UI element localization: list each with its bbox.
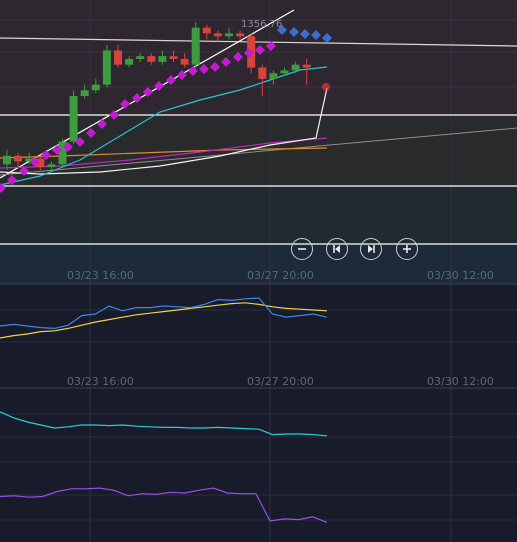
psar-dot-up xyxy=(109,110,119,120)
psar-dot-up xyxy=(188,66,198,76)
candle-body xyxy=(269,73,278,79)
time-axis-label: 03/23 16:00 xyxy=(67,375,134,388)
candle-body xyxy=(102,50,111,85)
channel-lines xyxy=(0,9,517,245)
oscillator-blue-line xyxy=(0,297,328,330)
resistance-line xyxy=(0,37,517,47)
candle-body xyxy=(291,64,300,71)
candle-body xyxy=(169,56,178,59)
candle-body xyxy=(69,96,78,142)
psar-dot-up xyxy=(221,57,231,67)
oscillator-purple-line xyxy=(0,487,328,523)
psar-dot-up xyxy=(97,119,107,129)
psar-dot-down xyxy=(277,25,287,35)
candle-body xyxy=(236,33,245,37)
psar-dot-up xyxy=(120,99,130,109)
psar-dot-up xyxy=(177,70,187,80)
candle-body xyxy=(47,164,56,168)
psar-dot-up xyxy=(19,166,29,176)
time-axis-label: 03/30 12:00 xyxy=(427,269,494,282)
psar-dot-up xyxy=(7,175,17,185)
candle-body xyxy=(191,27,200,65)
candle-body xyxy=(213,33,222,37)
skip-forward-icon xyxy=(368,245,375,253)
psar-dot-up xyxy=(166,75,176,85)
psar-dot-up xyxy=(86,128,96,138)
time-axis-label: 03/30 12:00 xyxy=(427,375,494,388)
step-forward-button[interactable] xyxy=(360,238,382,260)
oscillators xyxy=(0,297,328,523)
time-axis-label: 03/27 20:00 xyxy=(247,269,314,282)
psar-dot-up xyxy=(41,150,51,160)
psar-dot-down xyxy=(300,29,310,39)
parabolic-sar xyxy=(0,25,332,193)
psar-dot-up xyxy=(143,87,153,97)
middle-price-band xyxy=(0,115,517,186)
psar-dot-up xyxy=(63,142,73,152)
candle-body xyxy=(3,155,11,165)
candle-body xyxy=(202,27,211,34)
psar-dot-up xyxy=(255,45,265,55)
psar-dot-up xyxy=(210,62,220,72)
candle-body xyxy=(25,158,34,162)
candles xyxy=(3,22,330,173)
lower-price-band xyxy=(0,186,517,244)
trend-line-long xyxy=(0,127,517,176)
candle-body xyxy=(125,59,134,65)
candle-body xyxy=(14,155,23,162)
skip-back-icon xyxy=(333,245,340,253)
time-axis-label: 03/27 20:00 xyxy=(247,375,314,388)
candle-body xyxy=(258,67,267,79)
psar-dot-up xyxy=(244,48,254,58)
candle-body xyxy=(114,50,122,65)
psar-dot-up xyxy=(266,41,276,51)
psar-dot-up xyxy=(52,145,62,155)
candle-body xyxy=(36,158,45,168)
psar-dot-up xyxy=(154,81,164,91)
psar-dot-up xyxy=(0,183,6,193)
chart-toolbar-band xyxy=(0,244,517,284)
last-price-marker xyxy=(322,83,330,91)
candle-body xyxy=(136,56,145,59)
candle-body xyxy=(225,33,233,37)
candle-body xyxy=(91,84,100,91)
time-axis-label: 03/23 16:00 xyxy=(67,269,134,282)
psar-dot-up xyxy=(75,137,85,147)
step-back-button[interactable] xyxy=(326,238,348,260)
psar-dot-up xyxy=(233,52,243,62)
magenta-ma-line xyxy=(0,137,328,169)
candle-body xyxy=(280,70,289,74)
white-ma-line xyxy=(0,87,328,175)
candle-body xyxy=(147,56,156,62)
zoom-in-button[interactable] xyxy=(396,238,418,260)
psar-dot-down xyxy=(311,30,321,40)
candle-body xyxy=(180,59,189,65)
oscillator-yellow-line xyxy=(0,302,328,339)
psar-dot-up xyxy=(199,64,209,74)
minus-icon xyxy=(298,248,306,250)
candle-body xyxy=(58,141,67,165)
psar-dot-down xyxy=(289,27,299,37)
candle-body xyxy=(302,64,311,68)
oscillator-cyan-line xyxy=(0,411,328,437)
candle-body xyxy=(80,90,89,96)
candle-body xyxy=(158,56,167,62)
psar-dot-up xyxy=(132,93,142,103)
psar-dot-down xyxy=(322,33,332,43)
psar-dot-up xyxy=(30,157,40,167)
zoom-out-button[interactable] xyxy=(291,238,313,260)
price-tag: 1356.76 xyxy=(241,19,283,30)
plus-icon xyxy=(403,245,411,253)
